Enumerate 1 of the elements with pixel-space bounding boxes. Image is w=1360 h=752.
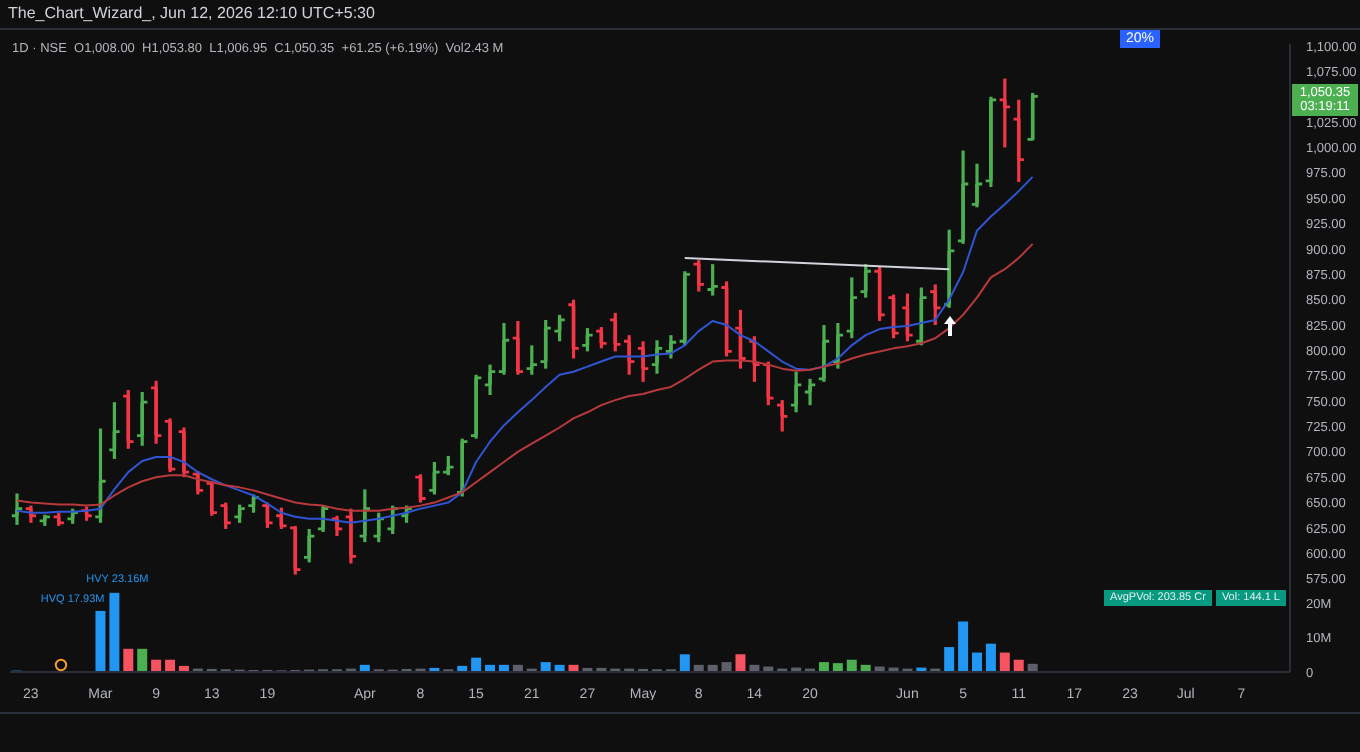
chart-title: The_Chart_Wizard_, Jun 12, 2026 12:10 UTC+5:30 — [8, 4, 375, 22]
